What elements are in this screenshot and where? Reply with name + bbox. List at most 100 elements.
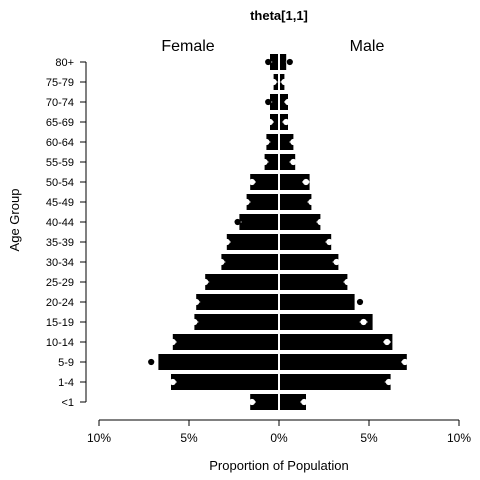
y-tick-label: 55-59 — [46, 157, 74, 169]
female-point — [248, 398, 256, 406]
male-point — [383, 338, 391, 346]
y-tick-label: <1 — [61, 397, 74, 409]
female-bar — [270, 54, 279, 70]
x-tick-label: 0% — [270, 431, 288, 445]
female-bar — [171, 374, 279, 390]
female-point — [218, 258, 225, 266]
male-bar — [279, 254, 339, 270]
y-tick-label: 45-49 — [46, 197, 74, 209]
y-tick-label: 65-69 — [46, 117, 74, 129]
y-tick-label: 20-24 — [46, 297, 74, 309]
y-axis: <1 1-4 5-9 10-14 15-19 20-24 25-29 30-34 35-39 40… — [46, 57, 87, 409]
male-bar — [279, 214, 321, 230]
female-bar — [239, 214, 279, 230]
female-point — [261, 158, 268, 166]
female-point — [248, 178, 256, 186]
male-bar — [279, 94, 288, 110]
y-tick-label: 1-4 — [58, 377, 74, 389]
y-tick-label: 5-9 — [58, 357, 74, 369]
x-tick-label: 10% — [447, 431, 471, 445]
female-bar — [246, 194, 279, 210]
female-bar — [270, 114, 279, 130]
y-tick-label: 80+ — [55, 57, 74, 69]
male-point — [284, 98, 292, 106]
bar-group — [158, 54, 407, 410]
male-point — [302, 178, 310, 186]
female-point — [234, 218, 241, 226]
female-bar — [172, 334, 279, 350]
male-bar — [279, 334, 393, 350]
female-point — [193, 298, 200, 306]
female-bar — [158, 354, 279, 370]
female-bar — [221, 254, 279, 270]
female-point — [191, 318, 198, 326]
female-point — [202, 278, 209, 286]
female-bar — [196, 294, 279, 310]
x-tick-label: 5% — [180, 431, 198, 445]
male-bar — [279, 394, 306, 410]
x-axis-label: Proportion of Population — [209, 458, 348, 473]
male-point — [385, 378, 392, 386]
female-point — [223, 238, 230, 246]
female-point — [263, 138, 270, 146]
male-point — [283, 118, 290, 126]
male-point — [281, 78, 288, 86]
male-point — [360, 318, 367, 326]
y-tick-label: 30-34 — [46, 257, 74, 269]
chart-title: theta[1,1] — [250, 8, 308, 23]
male-bar — [279, 314, 373, 330]
y-tick-label: 35-39 — [46, 237, 74, 249]
female-point — [265, 98, 272, 106]
male-bar — [279, 134, 294, 150]
male-point — [301, 398, 308, 406]
y-tick-label: 60-64 — [46, 137, 74, 149]
male-bar — [279, 354, 407, 370]
female-point — [169, 378, 176, 386]
male-bar — [279, 294, 355, 310]
male-bar — [279, 274, 348, 290]
x-tick-label: 5% — [360, 431, 378, 445]
female-bar — [194, 314, 279, 330]
female-point — [270, 78, 277, 86]
male-point — [333, 258, 340, 266]
female-bar — [205, 274, 279, 290]
y-tick-label: 25-29 — [46, 277, 74, 289]
female-bar — [270, 94, 279, 110]
male-bar — [279, 194, 312, 210]
male-point — [401, 358, 409, 366]
y-tick-label: 75-79 — [46, 77, 74, 89]
male-bar — [279, 174, 310, 190]
male-point — [290, 138, 297, 146]
male-point — [286, 58, 293, 66]
female-bar — [250, 174, 279, 190]
female-point — [266, 118, 274, 126]
female-point — [148, 358, 155, 366]
male-point — [326, 238, 333, 246]
y-tick-label: 70-74 — [46, 97, 74, 109]
y-tick-label: 10-14 — [46, 337, 74, 349]
y-tick-label: 40-44 — [46, 217, 74, 229]
x-axis: 10% 5% 0% 5% 10% — [87, 419, 471, 445]
male-label: Male — [350, 38, 385, 55]
point-group — [147, 58, 409, 406]
female-bar — [226, 234, 279, 250]
female-label: Female — [161, 38, 214, 55]
female-point — [243, 198, 250, 206]
male-point — [356, 298, 364, 306]
female-bar — [264, 154, 279, 170]
male-point — [317, 218, 324, 226]
y-tick-label: 50-54 — [46, 177, 74, 189]
male-point — [344, 278, 351, 286]
female-point — [265, 58, 272, 66]
male-bar — [279, 374, 391, 390]
y-tick-label: 15-19 — [46, 317, 74, 329]
male-bar — [279, 154, 296, 170]
female-bar — [250, 394, 279, 410]
male-bar — [279, 54, 287, 70]
x-tick-label: 10% — [87, 431, 111, 445]
male-bar — [279, 234, 332, 250]
female-point — [169, 338, 176, 346]
male-point — [308, 198, 315, 206]
female-bar — [266, 134, 279, 150]
